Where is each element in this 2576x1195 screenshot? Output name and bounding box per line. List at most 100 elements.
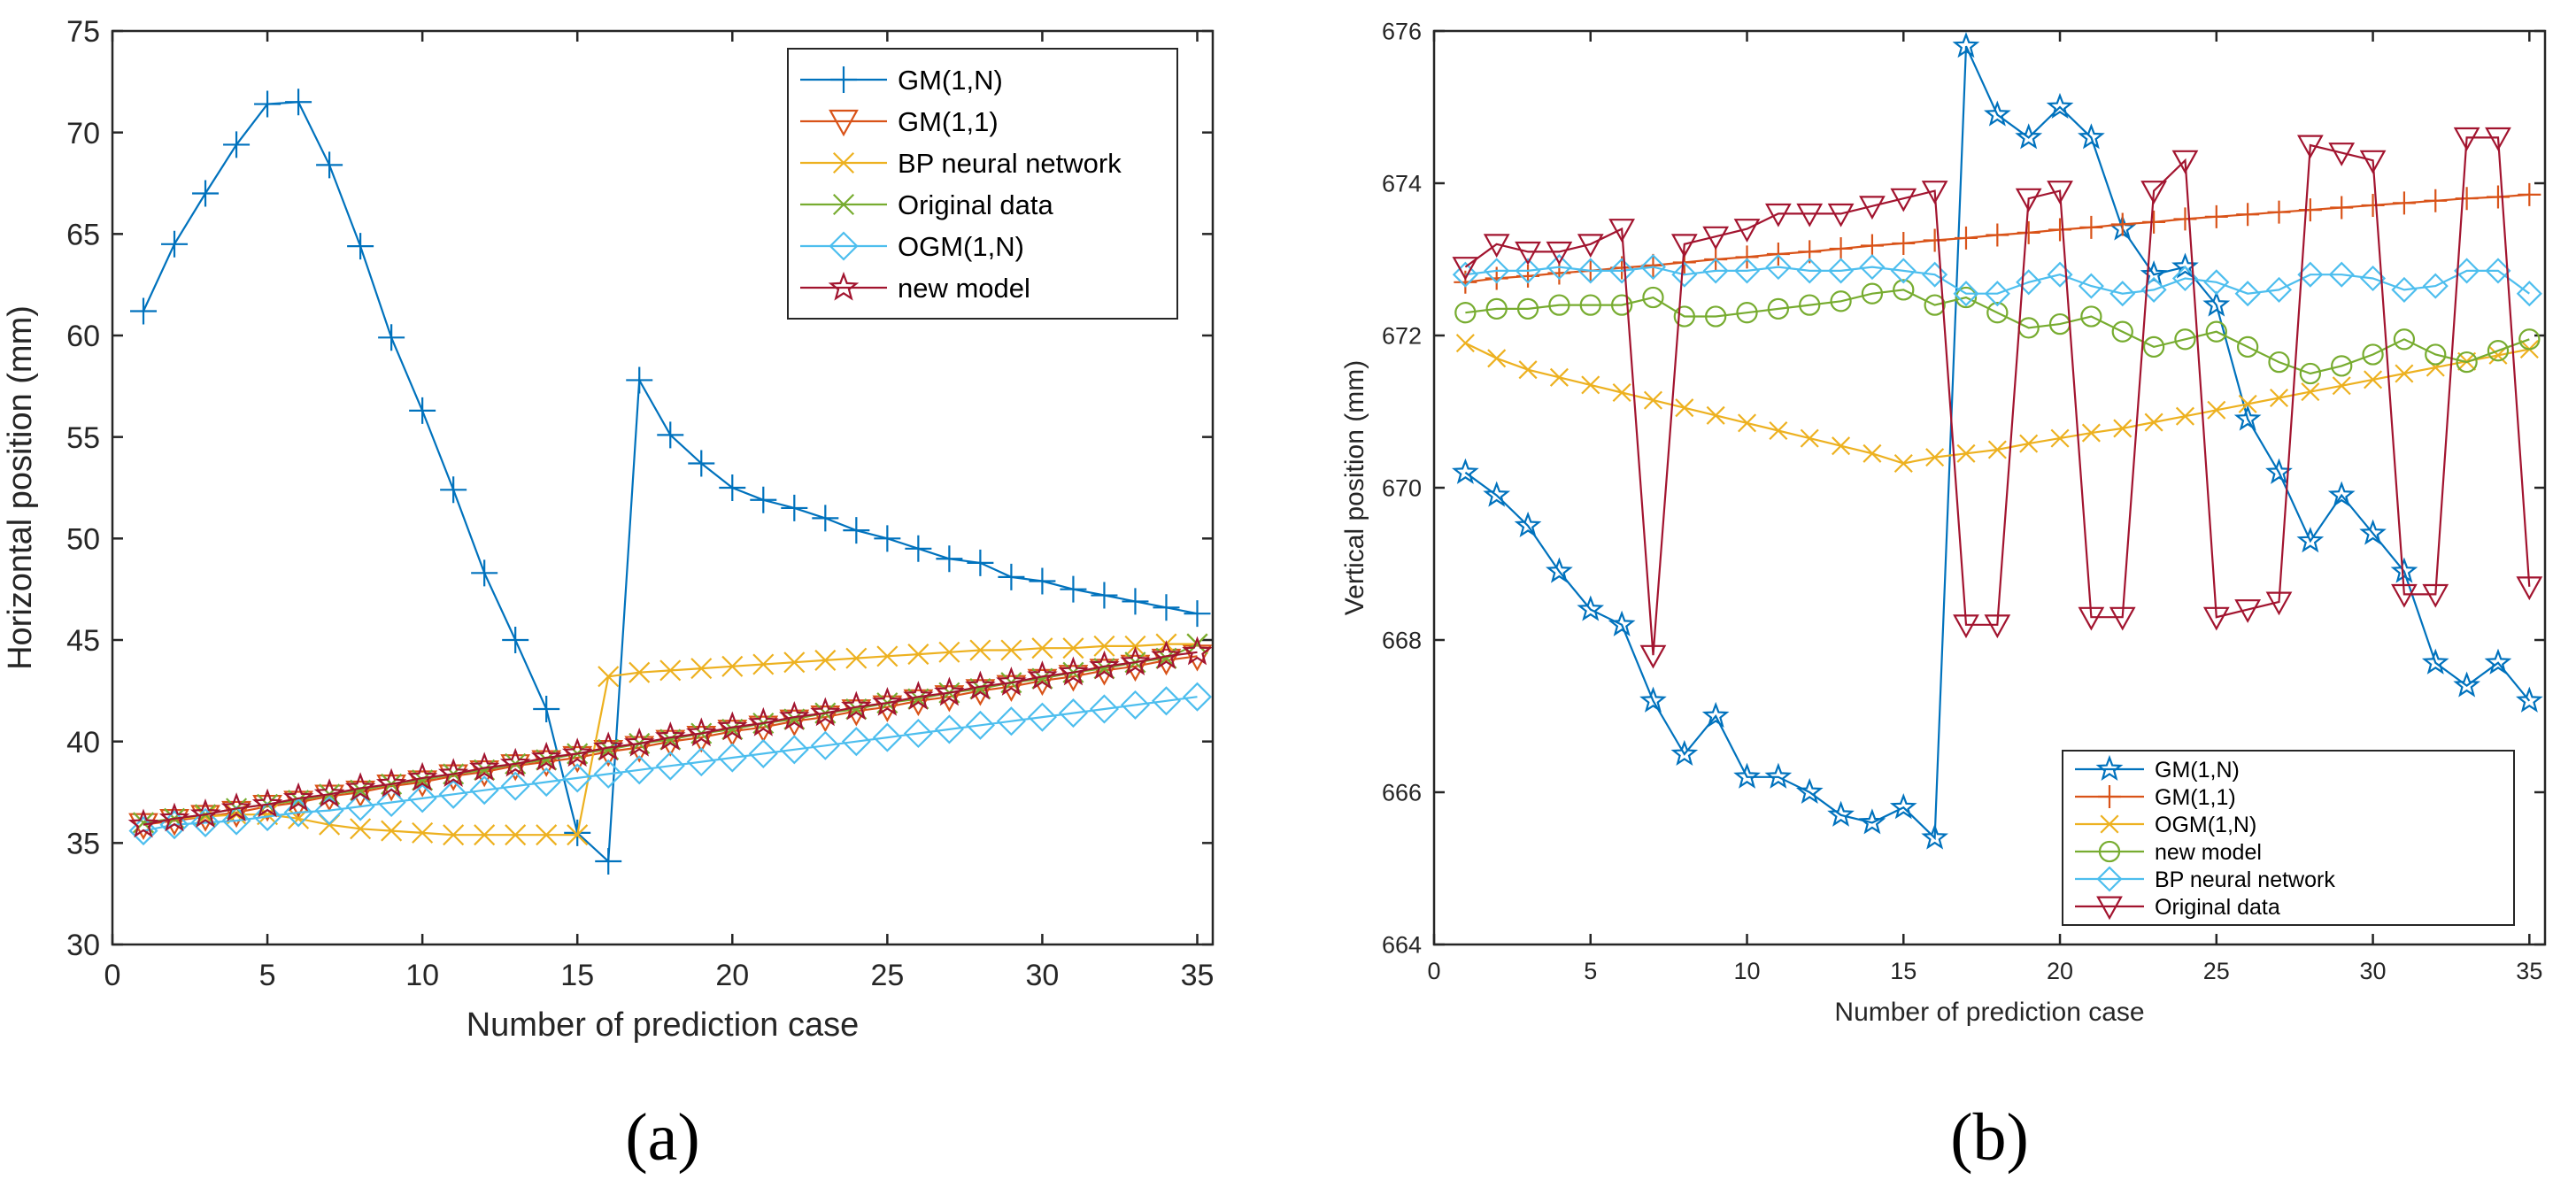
data-point-gm-1-n [1577,595,1605,621]
data-point-gm-1-n [719,474,746,501]
data-point-bp-neural-network [690,658,713,680]
data-point-ogm-1-n [1612,382,1631,403]
data-point-original-data [2202,606,2230,631]
data-point-ogm-1-n [2144,412,2163,432]
data-point-gm-1-1 [2110,212,2134,236]
data-point-gm-1-n [1452,458,1479,484]
data-point-new-model [127,808,159,838]
data-point-gm-1-1 [2142,210,2166,234]
data-point-original-data [2453,127,2480,151]
data-point-original-data [1546,241,1573,266]
data-point-gm-1-n [936,545,963,573]
data-point-gm-1-1 [1829,236,1853,260]
data-point-original-data [2078,606,2105,631]
data-point-bp-neural-network [969,639,991,661]
data-point-original-data [1984,614,2011,639]
data-point-gm-1-n [130,297,158,325]
data-point-bp-neural-network [443,824,465,846]
data-point-gm-1-n [2390,557,2418,583]
data-point-new-model [965,670,996,700]
data-point-gm-1-n [2171,252,2199,279]
data-point-gm-1-n [1608,610,1636,636]
data-point-ogm-1-n [2019,434,2039,453]
data-point-ogm-1-n [190,807,220,837]
data-point-ogm-1-n [128,816,158,846]
data-point-gm-1-n [626,366,653,394]
data-point-bp-neural-network [1639,254,1667,281]
data-point-new-model [903,681,934,710]
data-point-ogm-1-n [717,743,747,773]
data-point-ogm-1-n [221,806,251,836]
data-point-gm-1-1 [1986,223,2009,247]
data-point-new-model [1058,656,1089,686]
x-tick-label: 10 [1733,958,1760,984]
data-point-bp-neural-network [2109,281,2136,307]
data-point-original-data [2171,150,2199,174]
y-tick-label: 50 [66,523,100,557]
data-point-ogm-1-n [1832,436,1851,456]
chart-panel-b: 0 5 10 15 20 25 30 35 664 666 668 670 672 674 676 Numbe… [1340,19,2547,1175]
legend-marker-bp-neural-network [832,151,855,174]
data-point-gm-1-n [750,486,777,513]
data-point-gm-1-n [2327,481,2356,507]
data-point-ogm-1-n [2081,423,2101,443]
legend-label-gm-1-1: GM(1,1) [898,106,999,137]
legend-label-original-data: Original data [898,189,1054,220]
data-point-new-model [624,727,655,757]
data-point-ogm-1-n [345,791,375,821]
data-point-original-data [1859,196,1886,220]
y-tick-label: 664 [1382,932,1422,959]
data-point-ogm-1-n [2269,388,2289,408]
data-point-gm-1-n [781,494,808,521]
legend-marker-gm-1-n [830,66,857,93]
data-point-bp-neural-network [1859,254,1886,281]
data-point-new-model [1610,294,1633,316]
data-point-original-data [1186,633,1208,655]
data-point-gm-1-n [998,563,1025,590]
data-point-ogm-1-n [810,730,840,760]
data-point-new-model [2142,335,2165,358]
data-point-gm-1-n [1889,793,1917,820]
panel-label: (a) [625,1100,699,1175]
legend: GM(1,N) GM(1,1) BP neural network Original … [787,48,1178,320]
data-point-ogm-1-n [903,718,933,749]
legend-label-ogm-1-n: OGM(1,N) [2155,813,2256,837]
data-point-ogm-1-n [965,710,995,740]
data-point-ogm-1-n [2175,406,2194,426]
data-point-gm-1-n [1122,588,1149,615]
data-point-original-data [1670,234,1698,258]
series-line-ogm-1-n [143,696,1198,832]
data-point-bp-neural-network [1765,254,1792,281]
data-point-original-data [2140,181,2167,204]
data-point-ogm-1-n [252,801,282,832]
data-point-gm-1-n [1514,511,1542,538]
data-point-original-data [2109,606,2136,631]
y-tick-label: 670 [1382,475,1422,502]
data-point-ogm-1-n [872,722,902,752]
data-point-bp-neural-network [1733,258,1761,284]
data-point-ogm-1-n [1518,360,1538,380]
y-tick-label: 45 [66,624,100,658]
data-point-bp-neural-network [2516,281,2542,307]
data-point-new-model [1736,302,1758,324]
data-point-gm-1-n [254,90,282,118]
data-point-bp-neural-network [1546,254,1572,281]
data-point-gm-1-1 [1766,242,1790,266]
data-point-new-model [468,752,500,782]
data-point-gm-1-1 [1923,228,1947,252]
data-point-bp-neural-network [536,824,558,846]
legend-marker-new-model [828,271,860,301]
data-point-gm-1-n [409,397,436,424]
data-point-new-model [2393,328,2416,351]
x-tick-label: 5 [1584,958,1597,984]
data-point-new-model [2299,362,2322,385]
data-point-bp-neural-network [1062,637,1084,659]
data-point-new-model [189,798,221,828]
data-point-gm-1-n [223,131,251,158]
data-point-original-data [1921,181,1948,204]
data-point-bp-neural-network [474,824,496,846]
data-point-ogm-1-n [1058,698,1088,729]
data-point-ogm-1-n [2207,400,2226,420]
data-point-new-model [1182,636,1213,666]
data-point-gm-1-n [1764,762,1793,789]
